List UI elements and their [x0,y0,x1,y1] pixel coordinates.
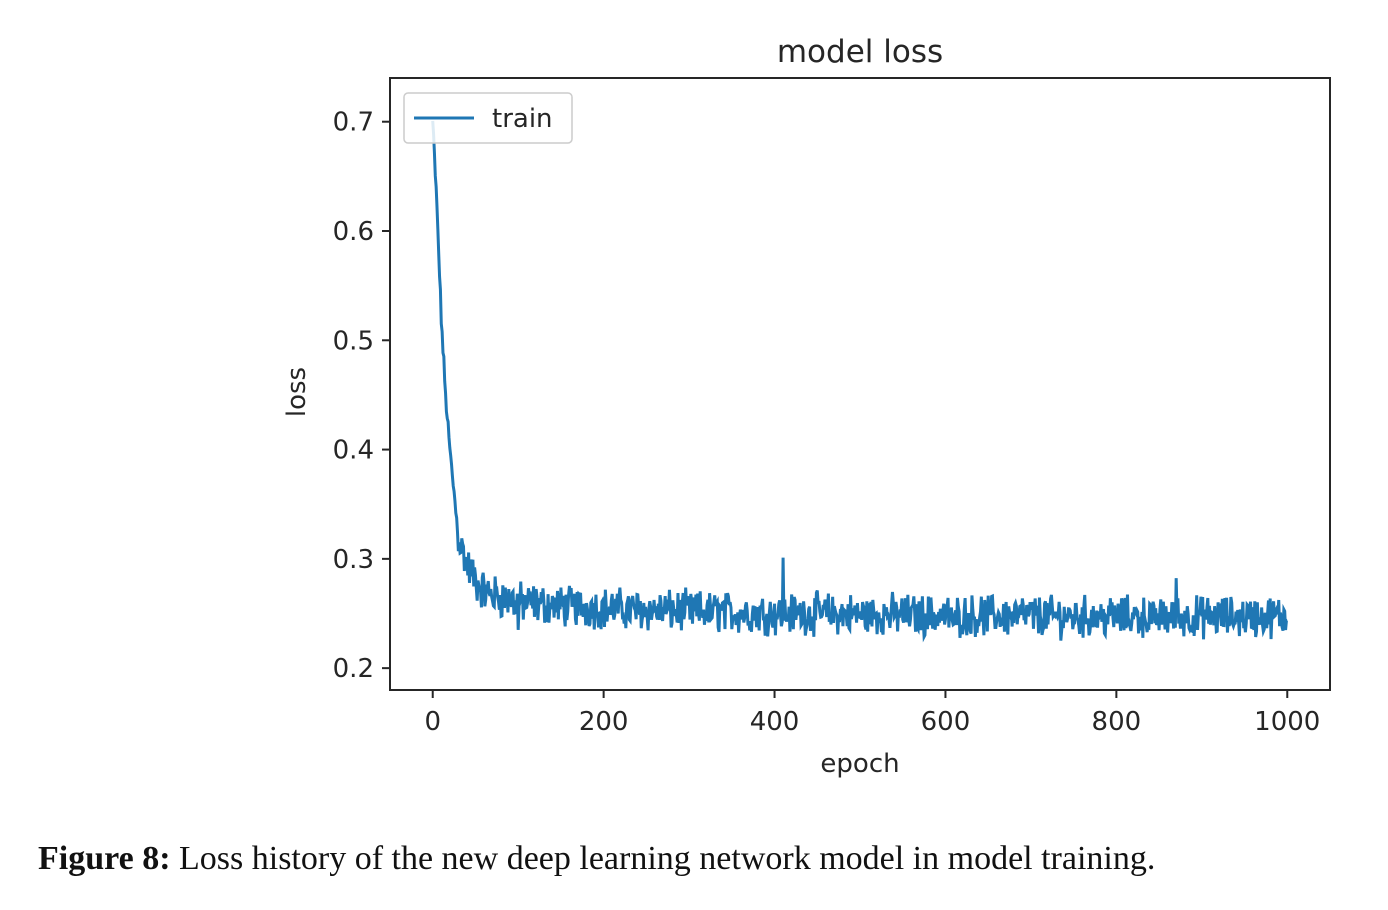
legend-label-train: train [492,104,553,134]
y-tick-label: 0.7 [333,108,374,138]
figure-caption: Figure 8: Loss history of the new deep l… [38,840,1358,878]
x-axis-ticks: 0 200 400 600 800 1000 [424,690,1320,737]
legend: train [403,92,573,144]
y-tick-label: 0.4 [333,436,374,466]
x-tick-label: 600 [921,707,971,737]
series-line-train [431,120,1288,643]
plot-area [389,77,1331,691]
x-tick-label: 400 [750,707,800,737]
x-tick-label: 1000 [1254,707,1320,737]
chart-title: model loss [777,34,943,70]
x-axis-label: epoch [820,749,899,779]
y-tick-label: 0.2 [333,654,374,684]
caption-text: Loss history of the new deep learning ne… [170,840,1156,877]
x-tick-label: 800 [1092,707,1142,737]
x-tick-label: 200 [579,707,629,737]
y-tick-label: 0.6 [333,217,374,247]
plot-frame [389,77,1331,691]
caption-label: Figure 8: [38,840,171,877]
y-tick-label: 0.3 [333,545,374,575]
x-tick-label: 0 [424,707,441,737]
loss-chart: model loss 0 200 400 600 800 1000 0.20.30.40.… [282,34,1331,779]
y-axis-label: loss [282,367,312,417]
y-axis-ticks: 0.2 0.3 0.4 0.5 0.6 0.7 [333,108,390,684]
legend-box [403,92,573,144]
y-tick-label: 0.5 [333,326,374,356]
